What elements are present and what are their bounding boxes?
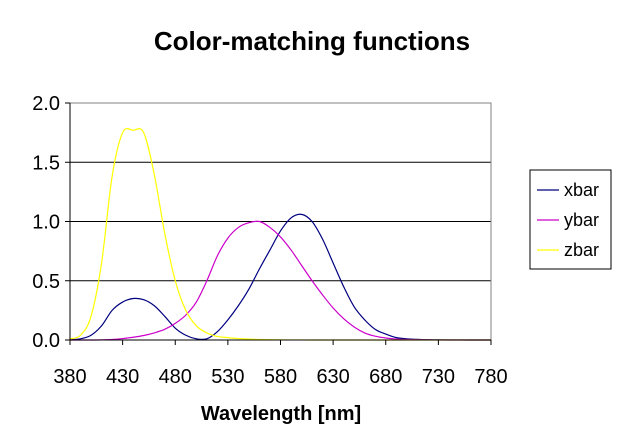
series-lines bbox=[69, 127, 492, 341]
x-tick-label: 430 bbox=[106, 366, 139, 388]
x-tick-label: 530 bbox=[211, 366, 244, 388]
axes: 0.0 0.5 1.0 1.5 2.0 380 430 480 530 580 630 680 730 7… bbox=[32, 93, 508, 388]
legend-label-xbar: xbar bbox=[564, 180, 599, 200]
x-tick-label: 580 bbox=[264, 366, 297, 388]
series-line-zbar bbox=[69, 127, 491, 341]
y-tick-label: 0.5 bbox=[32, 271, 60, 293]
x-tick-label: 780 bbox=[474, 366, 507, 388]
x-tick-label: 680 bbox=[369, 366, 402, 388]
x-tick-label: 380 bbox=[53, 366, 86, 388]
y-tick-label: 0.0 bbox=[32, 330, 60, 352]
chart-title: Color-matching functions bbox=[154, 26, 470, 56]
x-tick-label: 630 bbox=[316, 366, 349, 388]
x-tick-label: 480 bbox=[159, 366, 192, 388]
x-axis-label: Wavelength [nm] bbox=[201, 403, 361, 425]
gridlines bbox=[70, 161, 491, 282]
y-tick-label: 1.5 bbox=[32, 152, 60, 174]
series-line-xbar bbox=[69, 213, 492, 341]
y-tick-label: 1.0 bbox=[32, 212, 60, 234]
legend-label-zbar: zbar bbox=[564, 240, 599, 260]
y-tick-label: 2.0 bbox=[32, 93, 60, 115]
x-tick-label: 730 bbox=[422, 366, 455, 388]
legend-label-ybar: ybar bbox=[564, 210, 599, 230]
legend: xbar ybar zbar bbox=[529, 169, 612, 270]
